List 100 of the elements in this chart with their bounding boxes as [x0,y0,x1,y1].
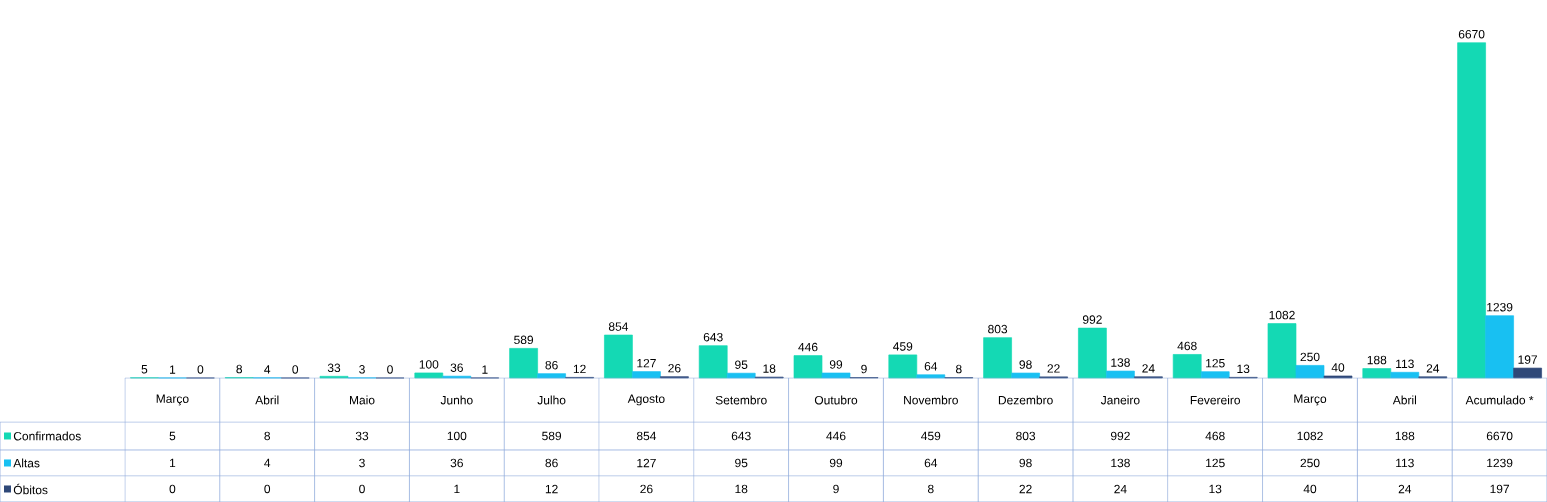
data-label: 0 [292,365,299,374]
text: 992 [1110,431,1130,441]
x-tick-label: Abril [255,395,279,405]
text: 3 [359,458,365,468]
data-label: 18 [763,364,776,373]
text: 9 [833,484,839,494]
text: 8 [927,484,934,494]
legend-label: Óbitos [13,483,48,495]
data-label: 26 [668,363,681,373]
data-label: 33 [327,363,341,373]
x-tick-label: Dezembro [998,395,1053,405]
text: 0 [359,484,365,494]
data-label: 24 [1426,364,1440,373]
data-label: 1 [482,365,488,374]
x-tick-label: Janeiro [1100,395,1140,405]
text: 643 [731,431,751,441]
text: 125 [1206,458,1225,468]
text: 589 [542,431,562,441]
text: 100 [447,431,467,441]
data-label: 40 [1331,363,1345,372]
data-label: 64 [924,362,938,371]
data-label: 5 [141,365,148,374]
data-label: 4 [264,365,271,374]
text: 113 [1396,458,1414,468]
text: 1239 [1487,458,1513,468]
data-label: 100 [419,360,439,369]
text: 99 [829,458,843,468]
data-label: 0 [387,365,393,374]
text: 6670 [1486,431,1513,441]
data-label: 24 [1142,364,1155,373]
x-tick-label: Novembro [904,395,958,405]
x-tick-label: Agosto [627,394,665,406]
text: 40 [1303,484,1317,494]
text: 250 [1300,458,1320,468]
legend-label: Confirmados [13,431,81,441]
text: 803 [1016,431,1036,441]
text: 188 [1395,431,1415,441]
data-label: 250 [1300,352,1320,362]
data-label: 446 [798,342,818,352]
data-label: 854 [608,322,629,331]
data-label: 13 [1237,364,1250,374]
text: 446 [826,431,846,441]
text: 127 [637,458,656,468]
text: 138 [1111,458,1130,468]
text: 26 [640,484,653,494]
text: 98 [1019,458,1032,468]
data-label: 138 [1111,358,1130,367]
data-label: 127 [637,358,656,368]
text: 0 [264,484,271,494]
data-label: 188 [1367,355,1387,365]
text: 18 [735,484,748,494]
text: 468 [1205,431,1225,441]
data-label: 95 [735,360,748,369]
text: 854 [636,431,657,441]
text: 459 [921,431,941,441]
data-label: 8 [955,364,962,374]
data-label: 1082 [1269,310,1295,320]
x-tick-label: Maio [349,395,375,405]
text: 1082 [1297,431,1323,441]
data-label: 803 [988,324,1008,334]
x-tick-label: Julho [537,395,566,405]
data-label: 9 [861,364,867,374]
text: 8 [264,431,271,441]
data-label: 125 [1206,358,1225,368]
text: 36 [450,458,463,468]
x-tick-label: Março [1294,394,1327,406]
x-tick-label: Março [156,394,189,406]
text: 0 [169,484,176,494]
data-label: 1 [170,365,176,374]
text: 33 [355,431,369,441]
data-label: 459 [893,342,913,351]
data-label: 113 [1396,359,1414,369]
text: 24 [1114,484,1127,494]
data-label: 3 [359,365,365,374]
data-label: 36 [450,363,463,372]
data-label: 589 [514,335,534,345]
x-tick-label: Acumulado * [1465,395,1534,405]
text: 197 [1490,484,1509,494]
data-label: 99 [829,360,843,369]
data-label: 643 [703,332,723,342]
text: 64 [924,458,938,468]
x-tick-label: Fevereiro [1190,395,1241,405]
data-label: 1239 [1487,302,1513,312]
x-tick-label: Abril [1392,395,1416,405]
text: 4 [264,458,271,468]
data-label: 0 [197,365,204,374]
text: 13 [1209,484,1222,494]
x-tick-label: Junho [440,395,473,405]
data-label: 86 [545,360,558,370]
text: 1 [454,484,460,494]
text: 1 [170,458,176,468]
text: 12 [545,484,558,494]
text: 86 [545,458,558,468]
data-label: 197 [1518,355,1537,364]
data-label: 22 [1047,364,1060,373]
text: 95 [735,458,748,468]
x-tick-label: Outubro [814,395,858,405]
text: 22 [1019,484,1032,494]
data-label: 6670 [1458,29,1485,39]
x-tick-label: Setembro [715,395,767,405]
